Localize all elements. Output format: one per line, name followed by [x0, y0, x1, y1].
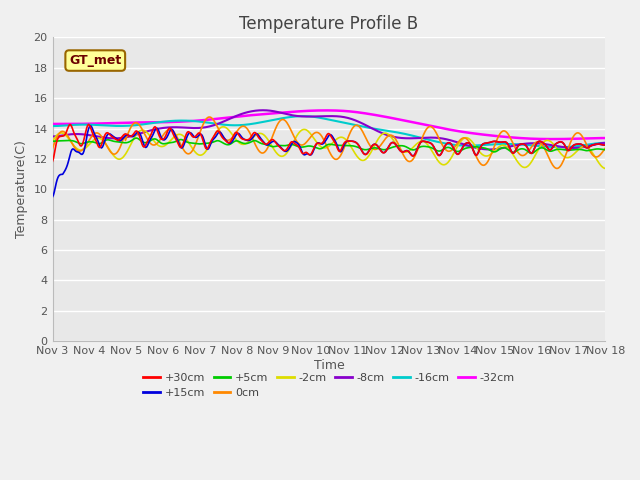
Title: Temperature Profile B: Temperature Profile B — [239, 15, 419, 33]
Text: GT_met: GT_met — [69, 54, 122, 67]
X-axis label: Time: Time — [314, 359, 344, 372]
Legend: +30cm, +15cm, +5cm, 0cm, -2cm, -8cm, -16cm, -32cm: +30cm, +15cm, +5cm, 0cm, -2cm, -8cm, -16… — [139, 368, 519, 403]
Y-axis label: Temperature(C): Temperature(C) — [15, 140, 28, 238]
